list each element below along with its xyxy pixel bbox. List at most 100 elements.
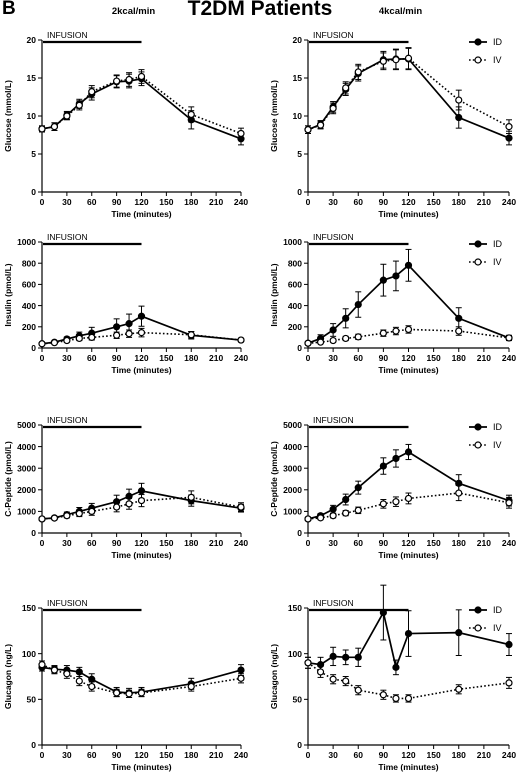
x-axis-label: Time (minutes) xyxy=(378,550,438,560)
data-point-iv xyxy=(50,123,59,131)
y-tick-label: 5000 xyxy=(17,420,36,430)
y-tick-label: 0 xyxy=(297,187,302,197)
data-point-iv xyxy=(88,88,96,96)
data-point-iv xyxy=(304,339,312,347)
y-tick-label: 1000 xyxy=(283,507,302,517)
data-point-iv xyxy=(392,327,400,335)
data-point-iv xyxy=(316,514,325,522)
data-point-id xyxy=(137,312,146,320)
x-tick-label: 180 xyxy=(184,353,198,363)
chart-panel-2: 4kcal/min 0 5 10 15 20 0 30 60 90 120 150 180 210 240 T… xyxy=(269,6,516,219)
data-point-id xyxy=(455,314,463,322)
column-header: 2kcal/min xyxy=(112,6,155,17)
data-point-iv xyxy=(404,325,413,334)
chart-panel-1: 2kcal/min 0 5 10 15 20 0 30 60 90 120 150 180 210 240 T… xyxy=(3,6,248,219)
column-header: 4kcal/min xyxy=(379,6,422,17)
data-point-id xyxy=(392,663,400,671)
x-tick-label: 240 xyxy=(502,197,516,207)
data-point-iv xyxy=(50,339,59,347)
data-point-iv xyxy=(304,515,312,523)
series-iv xyxy=(304,325,513,347)
y-tick-label: 50 xyxy=(27,695,37,705)
x-tick-label: 180 xyxy=(452,353,466,363)
x-tick-label: 210 xyxy=(477,538,491,548)
y-tick-label: 20 xyxy=(293,35,303,45)
data-point-iv xyxy=(342,677,350,685)
y-tick-label: 0 xyxy=(31,187,36,197)
series-line-iv xyxy=(41,663,242,695)
x-tick-label: 30 xyxy=(62,353,72,363)
y-tick-label: 1000 xyxy=(17,507,36,517)
data-point-id xyxy=(354,300,362,309)
data-point-iv xyxy=(455,685,463,693)
data-point-iv xyxy=(316,668,325,676)
y-axis-label: C-Peptide (pmol/L) xyxy=(269,441,279,517)
x-tick-label: 90 xyxy=(379,538,389,548)
x-tick-label: 90 xyxy=(112,538,122,548)
data-point-iv xyxy=(125,690,133,698)
data-point-iv xyxy=(50,666,59,674)
series-iv xyxy=(38,69,245,140)
infusion-label: INFUSION xyxy=(313,30,354,40)
x-tick-label: 120 xyxy=(134,750,148,760)
data-point-iv xyxy=(329,104,337,113)
data-point-id xyxy=(342,653,350,661)
x-tick-label: 240 xyxy=(234,353,248,363)
data-point-iv xyxy=(63,670,71,678)
series-iv xyxy=(304,47,513,134)
series-line-iv xyxy=(307,662,510,700)
series-line-id xyxy=(307,451,510,520)
data-point-iv xyxy=(38,340,46,348)
x-tick-label: 0 xyxy=(40,750,45,760)
data-point-iv xyxy=(316,338,325,346)
x-tick-label: 90 xyxy=(379,197,389,207)
data-point-id xyxy=(404,629,413,638)
y-tick-label: 0 xyxy=(297,528,302,538)
y-tick-label: 10 xyxy=(293,111,303,121)
data-point-id xyxy=(237,666,245,674)
chart-panel-8: 0 50 100 150 0 30 60 90 120 150 180 210 240 Time (min… xyxy=(269,584,516,772)
data-point-id xyxy=(329,652,337,661)
y-tick-label: 0 xyxy=(297,740,302,750)
chart-panel-4: 0 200 400 600 800 1000 0 30 60 90 120 150 180 210 240 T… xyxy=(269,232,516,375)
data-point-id xyxy=(75,668,83,676)
y-tick-label: 100 xyxy=(288,649,302,659)
x-tick-label: 120 xyxy=(134,197,148,207)
data-point-iv xyxy=(75,677,83,685)
data-point-iv xyxy=(404,494,413,503)
data-point-iv xyxy=(404,54,413,62)
y-tick-label: 800 xyxy=(288,258,302,268)
x-axis-label: Time (minutes) xyxy=(111,762,171,772)
series-line-iv xyxy=(307,57,510,131)
data-point-iv xyxy=(88,507,96,515)
data-point-iv xyxy=(379,57,387,65)
y-axis-label: Glucose (mmol/L) xyxy=(269,80,279,152)
x-tick-label: 210 xyxy=(477,197,491,207)
y-tick-label: 3000 xyxy=(17,463,36,473)
series-line-id xyxy=(307,58,510,139)
data-point-id xyxy=(88,675,96,683)
x-tick-label: 0 xyxy=(306,750,311,760)
x-tick-label: 0 xyxy=(40,197,45,207)
series-iv xyxy=(38,660,245,699)
x-tick-label: 120 xyxy=(401,538,415,548)
x-tick-label: 30 xyxy=(328,353,338,363)
data-point-iv xyxy=(237,674,245,682)
legend-marker-id xyxy=(474,38,482,46)
y-tick-label: 15 xyxy=(27,73,37,83)
data-point-iv xyxy=(137,497,146,505)
series-line-iv xyxy=(41,75,242,135)
data-point-iv xyxy=(316,121,325,129)
x-tick-label: 0 xyxy=(306,538,311,548)
data-point-iv xyxy=(75,101,83,109)
x-tick-label: 60 xyxy=(354,353,364,363)
x-tick-label: 150 xyxy=(159,197,173,207)
x-tick-label: 30 xyxy=(328,538,338,548)
data-point-iv xyxy=(455,96,463,104)
x-tick-label: 120 xyxy=(134,353,148,363)
x-axis-label: Time (minutes) xyxy=(378,365,438,375)
x-tick-label: 210 xyxy=(209,750,223,760)
data-point-iv xyxy=(50,514,59,522)
data-point-iv xyxy=(237,336,245,344)
x-tick-label: 180 xyxy=(184,538,198,548)
